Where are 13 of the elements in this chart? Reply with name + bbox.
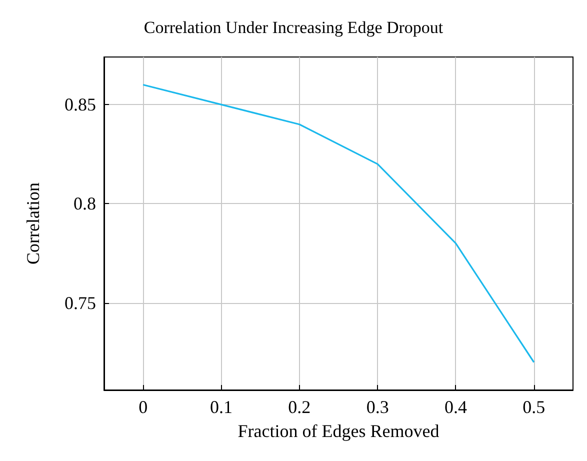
y-tick-label: 0.85: [64, 94, 96, 115]
line-series: [142, 84, 535, 364]
x-tick-label: 0.1: [210, 397, 232, 417]
y-axis-title: Correlation: [23, 182, 43, 264]
x-tick-label: 0.2: [288, 397, 311, 417]
x-tick-label: 0: [138, 397, 148, 417]
x-axis-title: Fraction of Edges Removed: [238, 421, 440, 441]
x-tick-label: 0.5: [522, 397, 546, 417]
y-tick-label: 0.75: [64, 292, 96, 313]
x-tick-label: 0.4: [444, 397, 467, 417]
x-tick-label: 0.3: [366, 397, 389, 417]
chart-title: Correlation Under Increasing Edge Dropout: [144, 18, 444, 37]
y-tick-label: 0.8: [74, 194, 96, 214]
